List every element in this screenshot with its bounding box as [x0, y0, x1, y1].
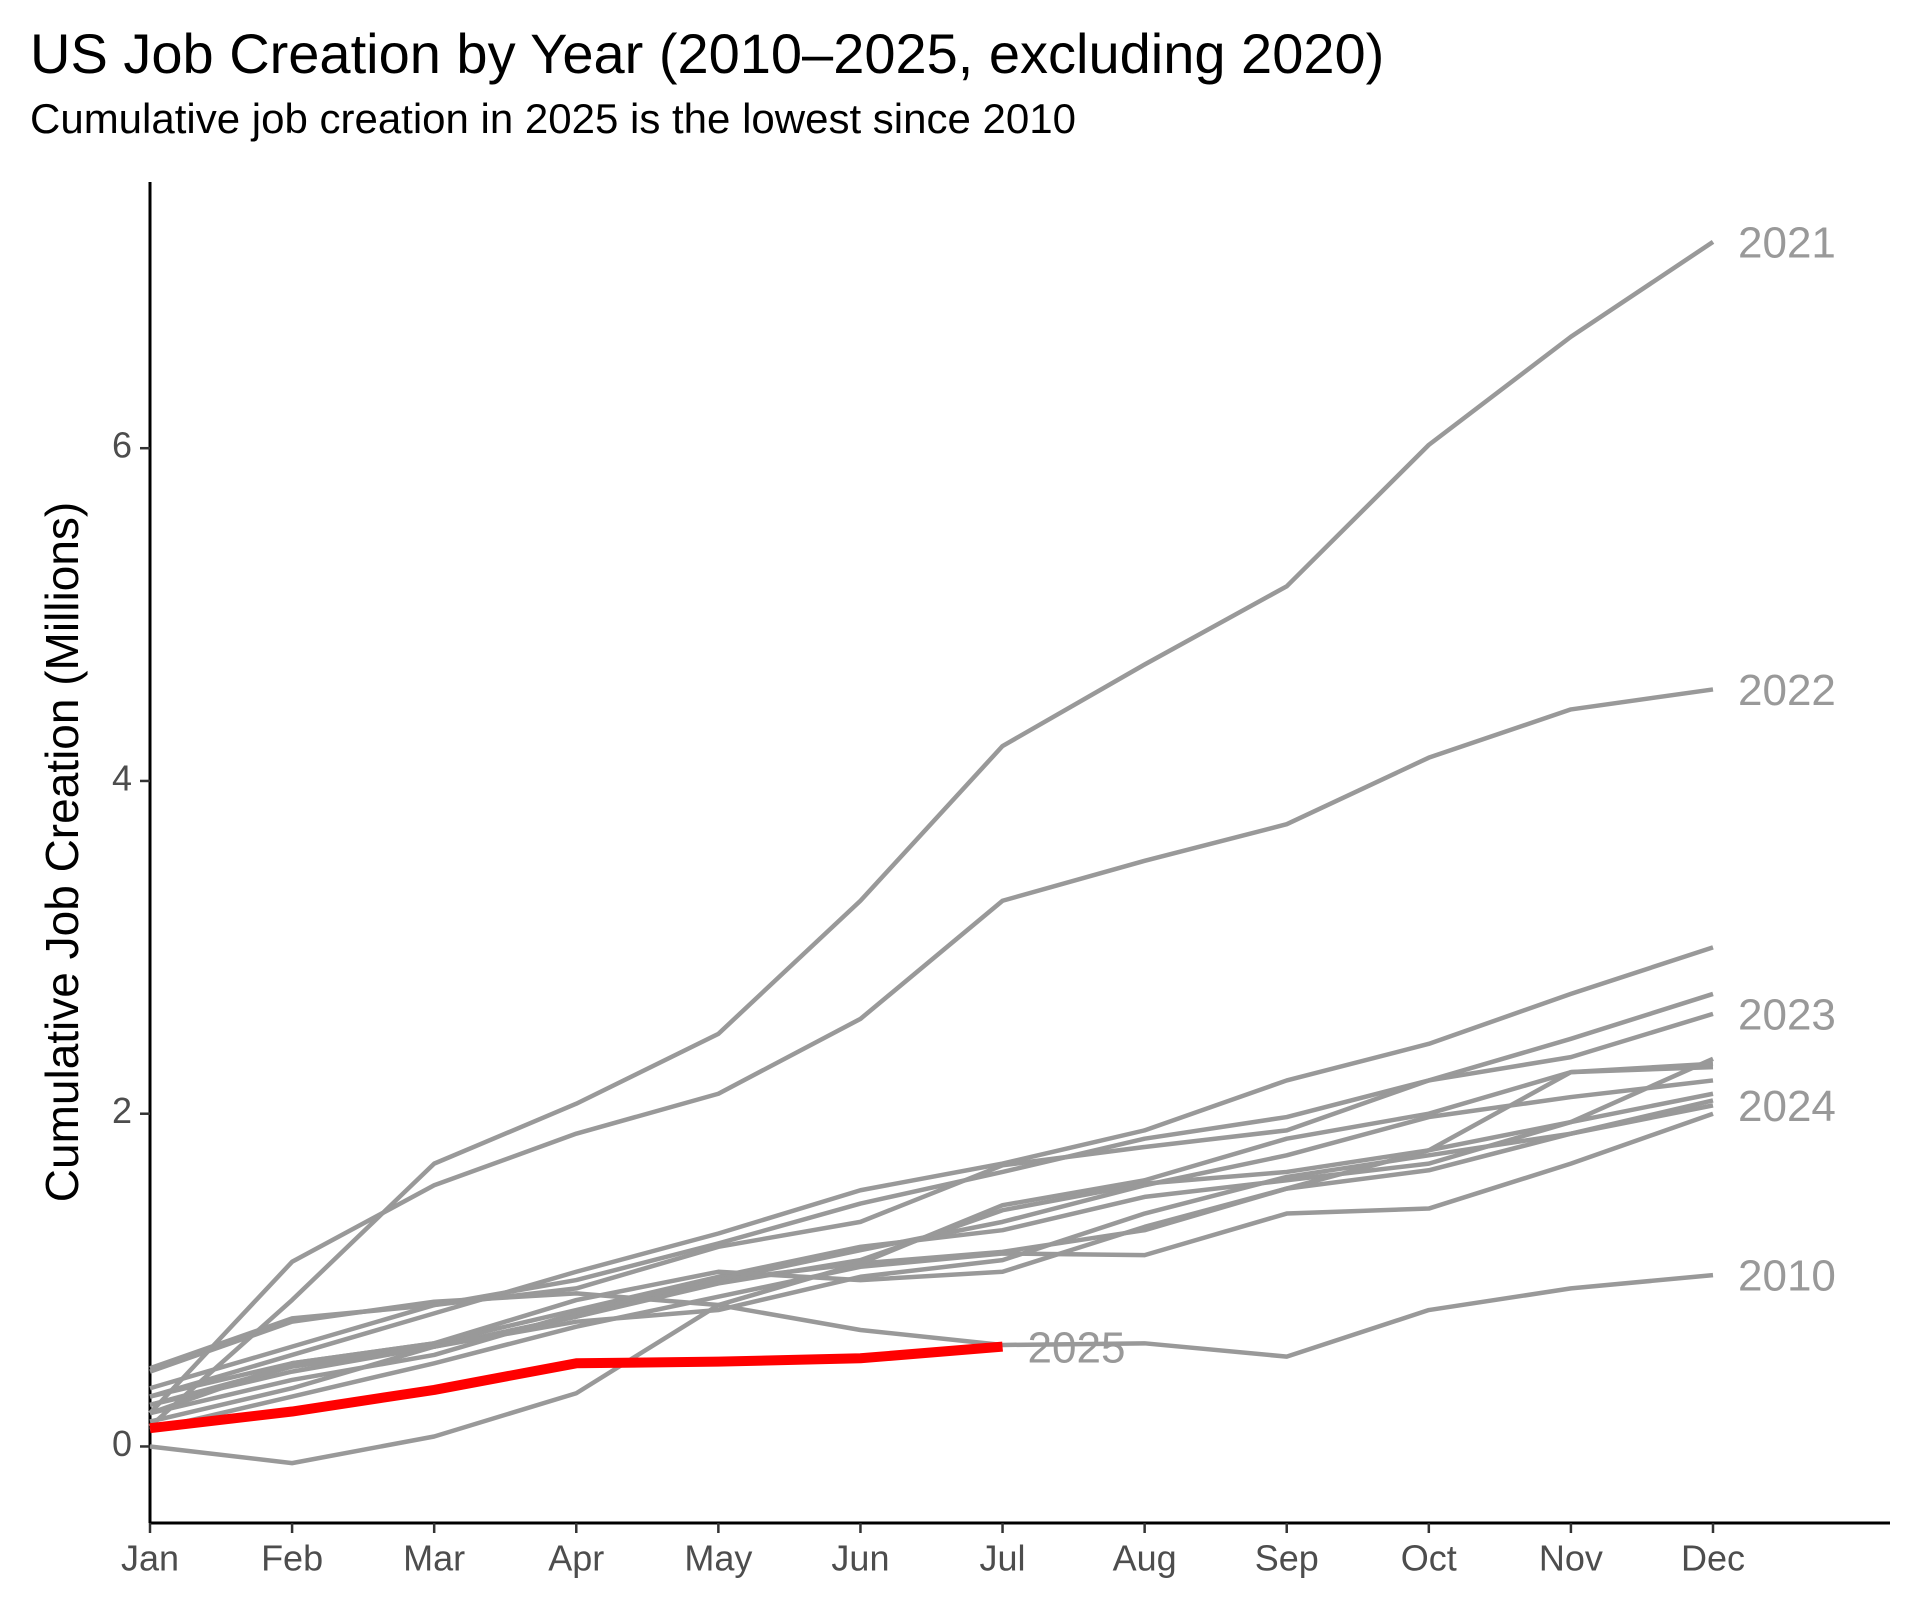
series-line [149, 1341, 1003, 1434]
x-tick-label: Aug [1113, 1538, 1177, 1579]
series-line [148, 240, 1715, 1429]
series-label: 2025 [1028, 1323, 1126, 1372]
chart-subtitle: Cumulative job creation in 2025 is the l… [30, 95, 1076, 142]
series-label: 2010 [1738, 1252, 1836, 1301]
series-line [149, 1011, 1714, 1371]
series-line [149, 1061, 1714, 1424]
x-tick-label: Nov [1539, 1538, 1603, 1579]
x-tick-label: May [684, 1538, 752, 1579]
series-line [148, 687, 1714, 1415]
series-line [149, 1078, 1714, 1416]
series-line [149, 1064, 1714, 1466]
series-line [149, 1111, 1714, 1433]
x-tick-label: Feb [261, 1538, 323, 1579]
series-line [149, 1098, 1714, 1399]
series-label: 2021 [1738, 219, 1836, 268]
series-line [149, 1091, 1714, 1408]
series-label: 2023 [1738, 991, 1836, 1040]
y-tick-label: 2 [112, 1090, 132, 1131]
x-tick-label: Oct [1401, 1538, 1457, 1579]
x-tick-label: Dec [1681, 1538, 1745, 1579]
y-axis-label: Cumulative Job Creation (Millions) [36, 502, 88, 1202]
series-line [149, 1103, 1714, 1408]
x-tick-label: Sep [1255, 1538, 1319, 1579]
x-tick-label: Jul [980, 1538, 1026, 1579]
x-tick-label: Mar [403, 1538, 465, 1579]
y-tick-label: 4 [112, 757, 132, 798]
y-tick-label: 0 [112, 1423, 132, 1464]
series-label: 2022 [1738, 666, 1836, 715]
x-tick-label: Apr [548, 1538, 604, 1579]
series-line [149, 945, 1714, 1399]
series-label: 2024 [1738, 1082, 1836, 1131]
chart-title: US Job Creation by Year (2010–2025, excl… [30, 22, 1384, 85]
x-tick-label: Jan [121, 1538, 179, 1579]
series-line [149, 991, 1714, 1391]
y-tick-label: 6 [112, 425, 132, 466]
x-tick-label: Jun [831, 1538, 889, 1579]
